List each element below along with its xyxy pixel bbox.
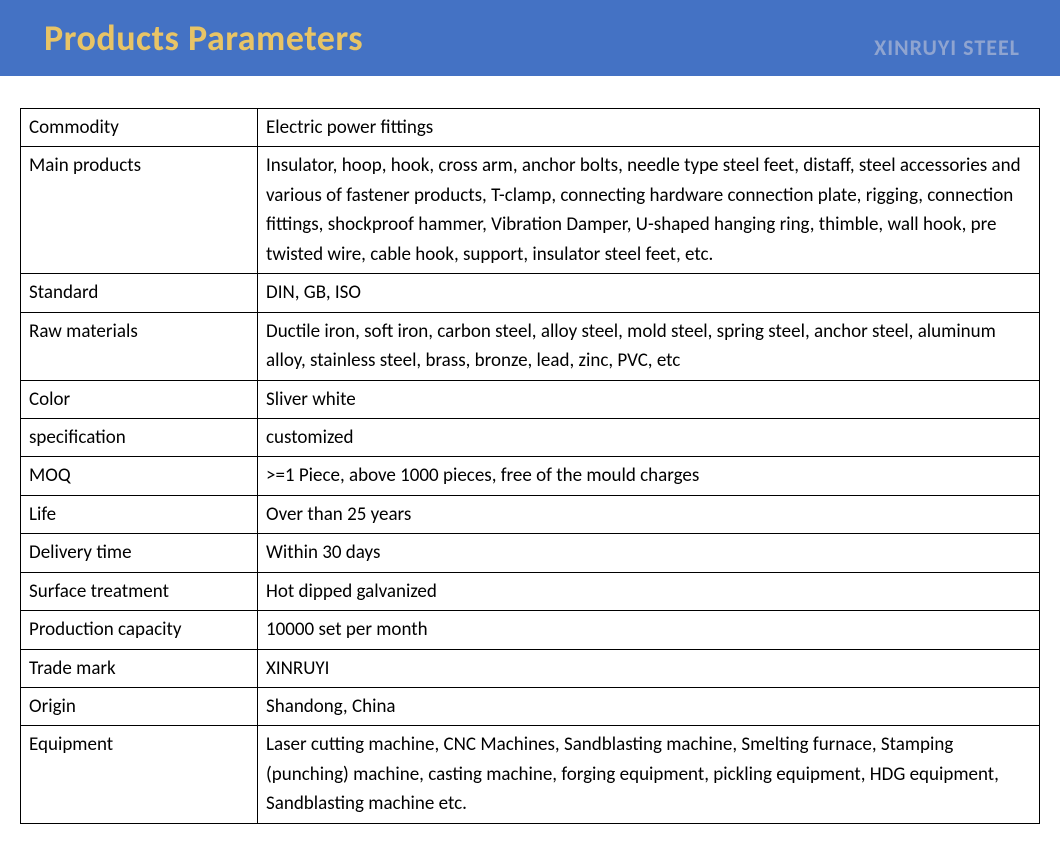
table-row: Commodity Electric power fittings: [21, 109, 1040, 147]
table-row: Surface treatment Hot dipped galvanized: [21, 572, 1040, 610]
table-row: MOQ >=1 Piece, above 1000 pieces, free o…: [21, 457, 1040, 495]
row-value: Over than 25 years: [258, 495, 1040, 533]
table-row: Raw materials Ductile iron, soft iron, c…: [21, 312, 1040, 380]
table-row: Life Over than 25 years: [21, 495, 1040, 533]
row-value: Sliver white: [258, 380, 1040, 418]
row-label: Standard: [21, 274, 258, 312]
row-value: Laser cutting machine, CNC Machines, San…: [258, 726, 1040, 823]
table-row: Production capacity 10000 set per month: [21, 611, 1040, 649]
row-label: Surface treatment: [21, 572, 258, 610]
row-value: Ductile iron, soft iron, carbon steel, a…: [258, 312, 1040, 380]
row-value: Electric power fittings: [258, 109, 1040, 147]
row-label: Main products: [21, 147, 258, 274]
row-value: customized: [258, 418, 1040, 456]
table-row: specification customized: [21, 418, 1040, 456]
row-label: Color: [21, 380, 258, 418]
row-value: DIN, GB, ISO: [258, 274, 1040, 312]
row-label: Delivery time: [21, 534, 258, 572]
row-label: Origin: [21, 688, 258, 726]
table-row: Main products Insulator, hoop, hook, cro…: [21, 147, 1040, 274]
row-label: Life: [21, 495, 258, 533]
content-area: Commodity Electric power fittings Main p…: [0, 76, 1060, 844]
table-row: Standard DIN, GB, ISO: [21, 274, 1040, 312]
parameters-table: Commodity Electric power fittings Main p…: [20, 108, 1040, 824]
parameters-table-body: Commodity Electric power fittings Main p…: [21, 109, 1040, 824]
row-label: Commodity: [21, 109, 258, 147]
row-label: Trade mark: [21, 649, 258, 687]
table-row: Equipment Laser cutting machine, CNC Mac…: [21, 726, 1040, 823]
row-value: Shandong, China: [258, 688, 1040, 726]
table-row: Trade mark XINRUYI: [21, 649, 1040, 687]
row-label: Raw materials: [21, 312, 258, 380]
row-value: >=1 Piece, above 1000 pieces, free of th…: [258, 457, 1040, 495]
row-value: Hot dipped galvanized: [258, 572, 1040, 610]
table-row: Delivery time Within 30 days: [21, 534, 1040, 572]
row-value: 10000 set per month: [258, 611, 1040, 649]
table-row: Color Sliver white: [21, 380, 1040, 418]
row-value: Within 30 days: [258, 534, 1040, 572]
brand-label: XINRUYI STEEL: [874, 34, 1020, 61]
row-label: MOQ: [21, 457, 258, 495]
table-row: Origin Shandong, China: [21, 688, 1040, 726]
row-value: Insulator, hoop, hook, cross arm, anchor…: [258, 147, 1040, 274]
row-label: specification: [21, 418, 258, 456]
row-value: XINRUYI: [258, 649, 1040, 687]
row-label: Equipment: [21, 726, 258, 823]
row-label: Production capacity: [21, 611, 258, 649]
page-header: Products Parameters XINRUYI STEEL: [0, 0, 1060, 76]
page-title: Products Parameters: [44, 16, 363, 60]
